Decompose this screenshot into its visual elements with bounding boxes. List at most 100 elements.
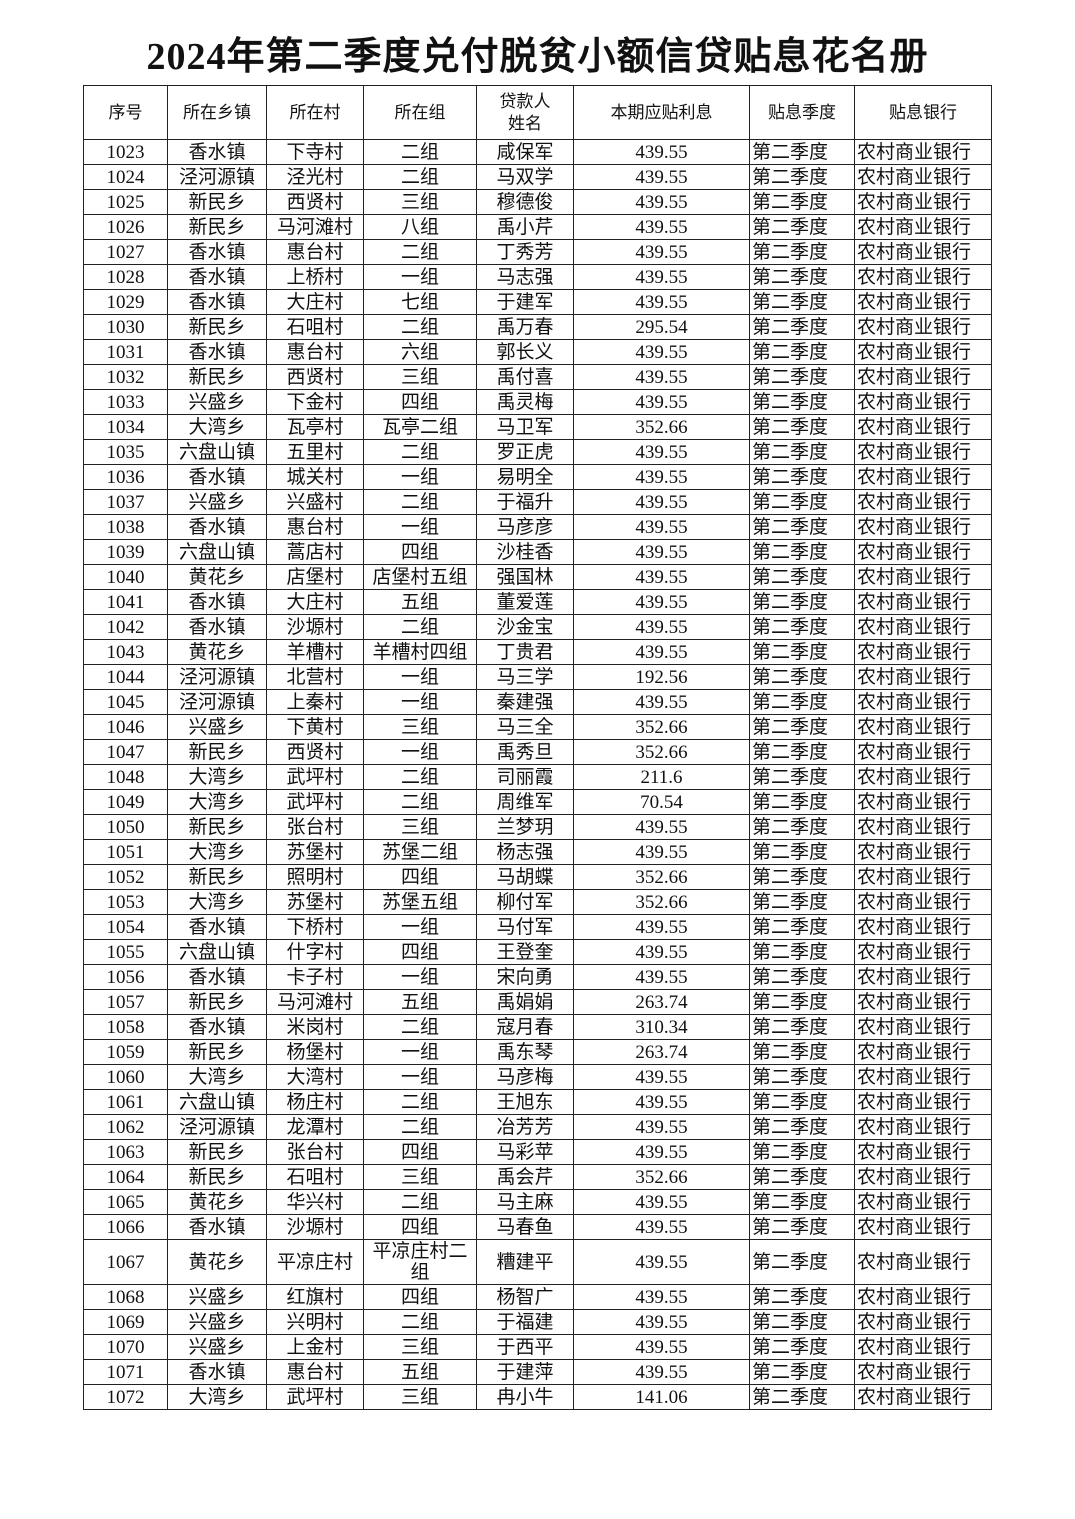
quarter-cell: 第二季度 — [749, 239, 855, 265]
quarter-cell: 第二季度 — [749, 1384, 855, 1410]
interest-cell: 439.55 — [573, 1064, 750, 1090]
bank-cell: 农村商业银行 — [854, 389, 992, 415]
quarter-cell: 第二季度 — [749, 289, 855, 315]
bank-cell: 农村商业银行 — [854, 1089, 992, 1115]
quarter-cell: 第二季度 — [749, 464, 855, 490]
quarter-cell: 第二季度 — [749, 789, 855, 815]
interest-cell: 263.74 — [573, 989, 750, 1015]
index-cell: 1065 — [83, 1189, 168, 1215]
table-row: 1043 黄花乡 羊槽村 羊槽村四组 丁贵君 439.55 第二季度 农村商业银行 — [83, 639, 992, 665]
bank-cell: 农村商业银行 — [854, 989, 992, 1015]
index-cell: 1053 — [83, 889, 168, 915]
village-cell: 石咀村 — [266, 1164, 364, 1190]
village-cell: 张台村 — [266, 814, 364, 840]
index-cell: 1069 — [83, 1309, 168, 1335]
table-row: 1029 香水镇 大庄村 七组 于建军 439.55 第二季度 农村商业银行 — [83, 289, 992, 315]
interest-cell: 192.56 — [573, 664, 750, 690]
interest-cell: 439.55 — [573, 439, 750, 465]
borrower-name-cell: 丁贵君 — [476, 639, 574, 665]
interest-cell: 439.55 — [573, 589, 750, 615]
borrower-name-cell: 寇月春 — [476, 1014, 574, 1040]
index-cell: 1041 — [83, 589, 168, 615]
index-cell: 1062 — [83, 1114, 168, 1140]
quarter-cell: 第二季度 — [749, 1014, 855, 1040]
borrower-name-cell: 禹付喜 — [476, 364, 574, 390]
quarter-cell: 第二季度 — [749, 1214, 855, 1240]
index-cell: 1059 — [83, 1039, 168, 1065]
table-row: 1024 泾河源镇 泾光村 二组 马双学 439.55 第二季度 农村商业银行 — [83, 164, 992, 190]
borrower-name-cell: 冉小牛 — [476, 1384, 574, 1410]
interest-cell: 439.55 — [573, 689, 750, 715]
bank-cell: 农村商业银行 — [854, 764, 992, 790]
village-cell: 苏堡村 — [266, 839, 364, 865]
group-cell: 一组 — [363, 739, 477, 765]
group-cell: 平凉庄村二组 — [363, 1239, 477, 1285]
table-row: 1031 香水镇 惠台村 六组 郭长义 439.55 第二季度 农村商业银行 — [83, 339, 992, 365]
bank-cell: 农村商业银行 — [854, 639, 992, 665]
village-cell: 上桥村 — [266, 264, 364, 290]
group-cell: 羊槽村四组 — [363, 639, 477, 665]
group-cell: 二组 — [363, 764, 477, 790]
township-cell: 兴盛乡 — [167, 1309, 267, 1335]
borrower-name-cell: 王登奎 — [476, 939, 574, 965]
village-cell: 照明村 — [266, 864, 364, 890]
bank-cell: 农村商业银行 — [854, 489, 992, 515]
table-row: 1065 黄花乡 华兴村 二组 马主麻 439.55 第二季度 农村商业银行 — [83, 1189, 992, 1215]
index-cell: 1028 — [83, 264, 168, 290]
table-row: 1036 香水镇 城关村 一组 易明全 439.55 第二季度 农村商业银行 — [83, 464, 992, 490]
index-cell: 1034 — [83, 414, 168, 440]
township-cell: 新民乡 — [167, 989, 267, 1015]
table-row: 1046 兴盛乡 下黄村 三组 马三全 352.66 第二季度 农村商业银行 — [83, 714, 992, 740]
index-cell: 1038 — [83, 514, 168, 540]
village-cell: 西贤村 — [266, 364, 364, 390]
township-cell: 新民乡 — [167, 364, 267, 390]
quarter-cell: 第二季度 — [749, 1164, 855, 1190]
group-cell: 二组 — [363, 239, 477, 265]
group-cell: 苏堡五组 — [363, 889, 477, 915]
table-row: 1033 兴盛乡 下金村 四组 禹灵梅 439.55 第二季度 农村商业银行 — [83, 389, 992, 415]
borrower-name-cell: 杨智广 — [476, 1284, 574, 1310]
borrower-name-cell: 禹万春 — [476, 314, 574, 340]
bank-cell: 农村商业银行 — [854, 664, 992, 690]
township-cell: 香水镇 — [167, 464, 267, 490]
index-cell: 1072 — [83, 1384, 168, 1410]
borrower-name-cell: 马彩苹 — [476, 1139, 574, 1165]
group-cell: 瓦亭二组 — [363, 414, 477, 440]
table-row: 1064 新民乡 石咀村 三组 禹会芹 352.66 第二季度 农村商业银行 — [83, 1164, 992, 1190]
group-cell: 五组 — [363, 589, 477, 615]
village-cell: 武坪村 — [266, 764, 364, 790]
township-cell: 新民乡 — [167, 739, 267, 765]
village-cell: 沙塬村 — [266, 1214, 364, 1240]
village-cell: 下寺村 — [266, 139, 364, 165]
group-cell: 二组 — [363, 1189, 477, 1215]
index-cell: 1046 — [83, 714, 168, 740]
township-cell: 兴盛乡 — [167, 389, 267, 415]
quarter-cell: 第二季度 — [749, 1309, 855, 1335]
borrower-name-cell: 柳付军 — [476, 889, 574, 915]
interest-cell: 439.55 — [573, 489, 750, 515]
borrower-name-cell: 禹会芹 — [476, 1164, 574, 1190]
table-row: 1047 新民乡 西贤村 一组 禹秀旦 352.66 第二季度 农村商业银行 — [83, 739, 992, 765]
village-cell: 惠台村 — [266, 514, 364, 540]
group-cell: 五组 — [363, 989, 477, 1015]
village-cell: 店堡村 — [266, 564, 364, 590]
township-cell: 香水镇 — [167, 1214, 267, 1240]
borrower-name-cell: 于福建 — [476, 1309, 574, 1335]
township-cell: 大湾乡 — [167, 414, 267, 440]
borrower-name-cell: 马主麻 — [476, 1189, 574, 1215]
group-cell: 二组 — [363, 439, 477, 465]
village-cell: 米岗村 — [266, 1014, 364, 1040]
table-row: 1049 大湾乡 武坪村 二组 周维军 70.54 第二季度 农村商业银行 — [83, 789, 992, 815]
interest-cell: 439.55 — [573, 1189, 750, 1215]
village-cell: 龙潭村 — [266, 1114, 364, 1140]
index-cell: 1037 — [83, 489, 168, 515]
group-cell: 二组 — [363, 614, 477, 640]
village-cell: 北营村 — [266, 664, 364, 690]
table-row: 1059 新民乡 杨堡村 一组 禹东琴 263.74 第二季度 农村商业银行 — [83, 1039, 992, 1065]
interest-cell: 439.55 — [573, 214, 750, 240]
borrower-name-cell: 沙金宝 — [476, 614, 574, 640]
interest-cell: 141.06 — [573, 1384, 750, 1410]
quarter-cell: 第二季度 — [749, 489, 855, 515]
quarter-cell: 第二季度 — [749, 814, 855, 840]
index-cell: 1052 — [83, 864, 168, 890]
